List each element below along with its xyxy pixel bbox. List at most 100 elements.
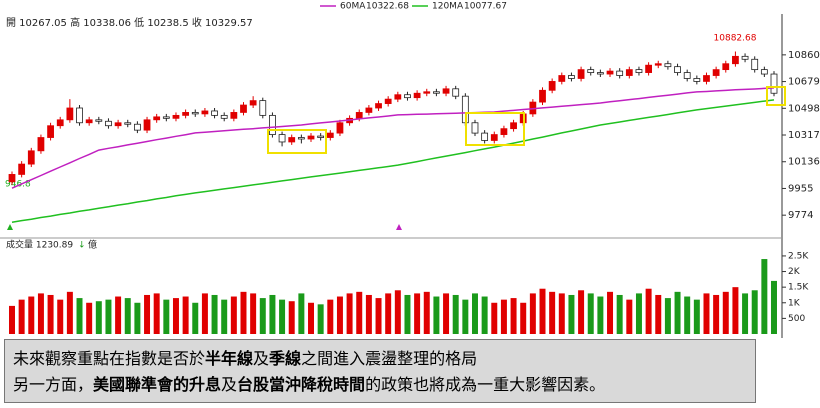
candle-body [95, 119, 103, 122]
candle-body [539, 89, 546, 103]
candle-body [134, 123, 141, 131]
candle-body [153, 116, 161, 121]
legend: 60MA 10322.68 120MA 10077.67 [320, 2, 507, 12]
volume-bar [105, 299, 112, 334]
volume-bar [76, 298, 83, 334]
note-text: 另一方面， [13, 375, 94, 394]
highlight-box [465, 112, 525, 146]
volume-bar [529, 293, 536, 334]
note-text: 半年線 [205, 349, 254, 368]
volume-bar [443, 293, 450, 334]
volume-bar [172, 298, 179, 334]
volume-bar [230, 296, 237, 334]
candle-body [577, 69, 585, 79]
candle-body [751, 58, 759, 71]
candle-body [664, 63, 672, 68]
volume-bar [616, 294, 623, 334]
volume-unit: 億 [88, 239, 97, 251]
candle-body [394, 94, 402, 100]
y2-tick-label: 1.5K [788, 283, 809, 293]
note-text: 及 [221, 375, 238, 394]
volume-bar [578, 290, 585, 334]
candle-body [558, 75, 566, 82]
y-tick-label: 10136 [788, 157, 820, 168]
note-text: 及 [253, 349, 270, 368]
candle-body [703, 75, 710, 82]
candle-body [490, 134, 498, 141]
legend-value: 10077.67 [464, 2, 507, 12]
legend-label: 120MA [432, 2, 464, 12]
candle-body [220, 114, 228, 119]
volume-bar [221, 299, 228, 334]
candle-body [114, 122, 122, 127]
candle-body [211, 110, 218, 116]
candle-body [568, 75, 575, 79]
volume-bar [57, 299, 64, 334]
volume-bar [394, 290, 401, 334]
candle-body [269, 114, 276, 135]
volume-bar [365, 294, 372, 334]
volume-bar [664, 298, 671, 334]
candle-body [433, 91, 440, 94]
volume-bar [703, 293, 710, 334]
note-text: 美國聯準會的升息 [93, 375, 222, 394]
volume-bar [500, 299, 507, 334]
volume-bar [115, 296, 122, 334]
volume-bar [95, 301, 102, 334]
volume-bar [9, 305, 15, 334]
candle-body [162, 116, 170, 119]
volume-bar [317, 304, 324, 334]
candle-body [481, 132, 489, 141]
y2-tick-label: 2K [788, 267, 801, 277]
candle-body [732, 55, 739, 65]
volume-bar [635, 293, 642, 334]
volume-bar [481, 296, 488, 334]
candle-body [8, 174, 16, 183]
candle-body [182, 112, 190, 116]
note-text: 未來觀察重點在指數是否於 [13, 349, 206, 368]
volume-bar [471, 293, 478, 334]
candle-body [645, 64, 652, 73]
candle-body [85, 119, 93, 124]
volume-bar [124, 298, 131, 334]
volume-bar [491, 302, 498, 334]
volume-bar [751, 290, 758, 334]
volume-bar [597, 296, 604, 334]
volume-bar [250, 293, 257, 334]
note-line: 未來觀察重點在指數是否於半年線及季線之間進入震盪整理的格局 [13, 346, 747, 372]
volume-bar [182, 296, 189, 334]
candle-body [47, 125, 54, 138]
volume-bar [336, 296, 343, 334]
volume-bar [645, 288, 652, 334]
candle-body [654, 63, 662, 66]
candle-body [548, 81, 556, 91]
volume-bar [414, 293, 421, 334]
legend-value: 10322.68 [366, 2, 409, 12]
volume-bar [259, 298, 266, 334]
candle-body [625, 69, 633, 76]
volume-bar [732, 287, 739, 334]
candle-body [596, 72, 604, 75]
legend-label: 60MA [340, 2, 366, 12]
candle-body [616, 70, 624, 76]
volume-bar [655, 294, 662, 334]
volume-bar [549, 291, 556, 334]
candle-body [365, 107, 373, 113]
candle-body [510, 122, 517, 130]
volume-bar [713, 294, 720, 334]
candle-body [240, 104, 247, 113]
ma-line [11, 99, 775, 224]
volume-bar [433, 296, 440, 334]
volume-bar [144, 294, 151, 334]
volume-bar [404, 294, 411, 334]
candle-body [606, 70, 614, 75]
candle-body [307, 135, 315, 140]
y-tick-label: 10317 [788, 130, 820, 141]
candle-body [66, 107, 74, 121]
candle-body [355, 112, 363, 119]
y-tick-label: 9955 [788, 183, 813, 194]
candle-body [230, 112, 238, 119]
volume-bar [674, 291, 681, 334]
volume-bar [66, 291, 73, 334]
volume-bar [211, 294, 218, 334]
